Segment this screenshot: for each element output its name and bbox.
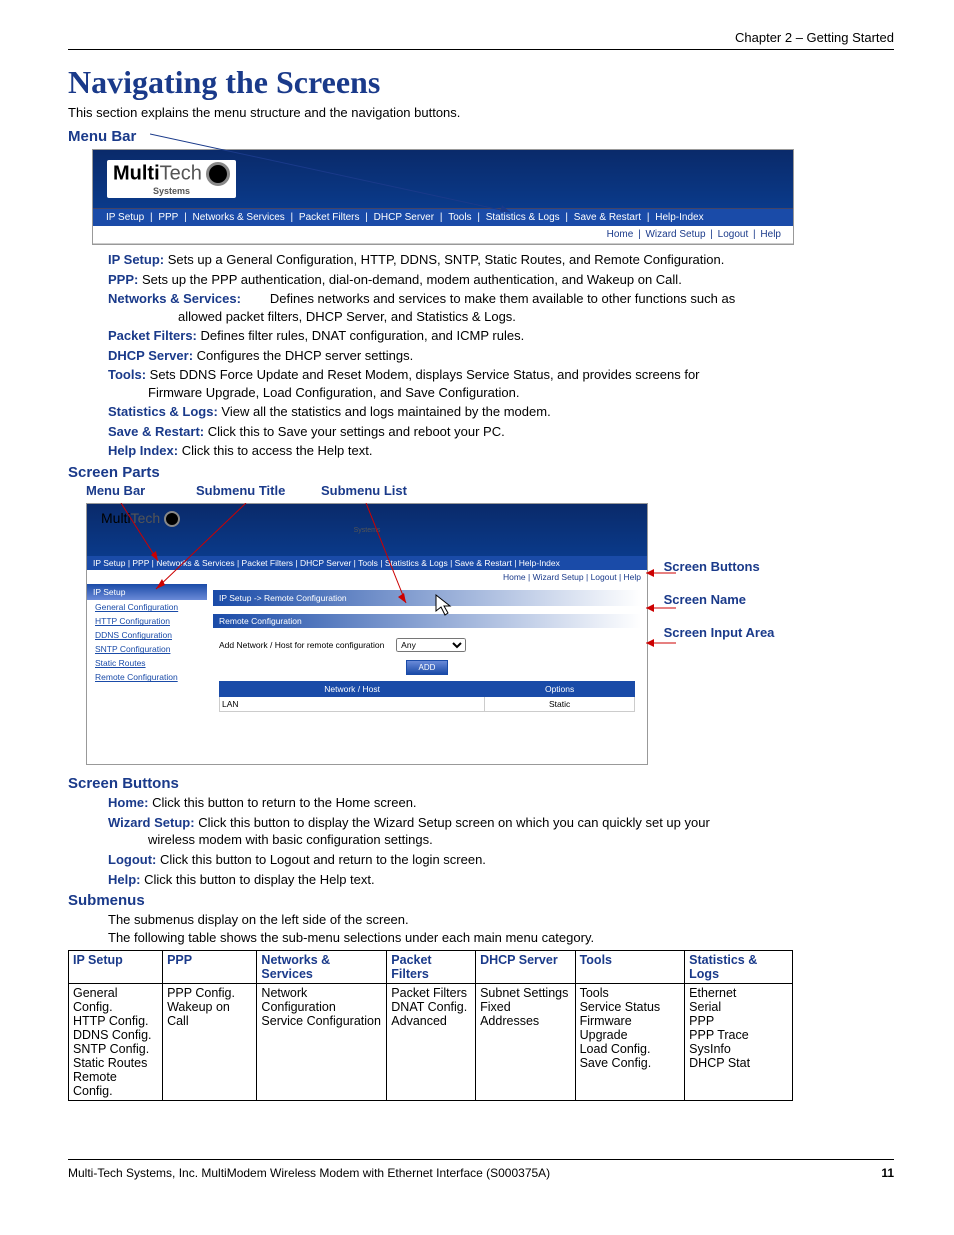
callout-submenu-title: Submenu Title xyxy=(196,483,285,498)
callout-screen-name: Screen Name xyxy=(664,592,804,607)
field-label: Add Network / Host for remote configurat… xyxy=(219,640,384,650)
section-submenus: Submenus xyxy=(68,892,894,909)
add-button[interactable]: ADD xyxy=(406,660,448,675)
submenus-table: IP Setup PPP Networks & Services Packet … xyxy=(68,950,793,1101)
screenshot-screen-parts: MultiTech Systems IP Setup | PPP | Netwo… xyxy=(86,503,648,765)
screen-buttons-desc: Home: Click this button to return to the… xyxy=(108,794,894,888)
network-select[interactable]: Any xyxy=(396,638,466,652)
sidebar-item[interactable]: Remote Configuration xyxy=(87,670,207,684)
pointer-line xyxy=(150,130,530,240)
result-table: Network / HostOptions LANStatic xyxy=(219,681,635,712)
footer: Multi-Tech Systems, Inc. MultiModem Wire… xyxy=(68,1166,894,1180)
panel-heading: Remote Configuration xyxy=(213,614,641,628)
page-title: Navigating the Screens xyxy=(68,64,894,101)
sidebar-item[interactable]: Static Routes xyxy=(87,656,207,670)
rule xyxy=(68,1159,894,1160)
callout-menu-bar: Menu Bar xyxy=(86,483,145,498)
sidebar-item[interactable]: DDNS Configuration xyxy=(87,628,207,642)
breadcrumb: IP Setup -> Remote Configuration xyxy=(213,590,641,606)
sidebar-item[interactable]: HTTP Configuration xyxy=(87,614,207,628)
chapter-header: Chapter 2 – Getting Started xyxy=(68,30,894,45)
menu-row-small: IP Setup | PPP | Networks & Services | P… xyxy=(87,556,647,570)
panel-body: Add Network / Host for remote configurat… xyxy=(213,628,641,722)
callout-screen-input: Screen Input Area xyxy=(664,625,804,640)
sidebar: IP Setup General Configuration HTTP Conf… xyxy=(87,584,207,764)
sidebar-heading: IP Setup xyxy=(87,584,207,600)
sidebar-item[interactable]: General Configuration xyxy=(87,600,207,614)
section-screen-buttons: Screen Buttons xyxy=(68,775,894,792)
sidebar-item[interactable]: SNTP Configuration xyxy=(87,642,207,656)
submenu-row-small: Home | Wizard Setup | Logout | Help xyxy=(87,570,647,584)
logo-small: MultiTech Systems xyxy=(97,509,637,551)
rule xyxy=(68,49,894,50)
callout-submenu-list: Submenu List xyxy=(321,483,407,498)
callout-screen-buttons: Screen Buttons xyxy=(664,559,804,574)
section-menu-bar: Menu Bar xyxy=(68,128,136,145)
menu-descriptions: IP Setup: Sets up a General Configuratio… xyxy=(108,251,894,460)
section-screen-parts: Screen Parts xyxy=(68,464,894,481)
submenus-intro: The submenus display on the left side of… xyxy=(108,911,894,946)
intro-text: This section explains the menu structure… xyxy=(68,105,894,120)
